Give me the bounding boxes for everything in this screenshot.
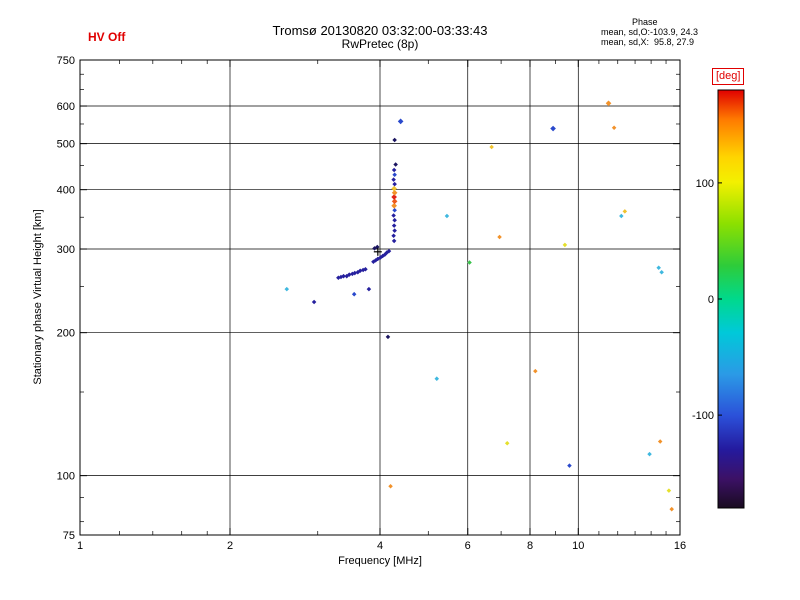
svg-text:600: 600 xyxy=(57,101,75,113)
data-point xyxy=(391,233,396,238)
data-point xyxy=(351,291,357,297)
data-point xyxy=(659,270,664,275)
data-point xyxy=(647,451,652,457)
data-point xyxy=(346,272,352,277)
data-point xyxy=(444,213,450,219)
plot-title: Tromsø 20130820 03:32:00-03:33:43 xyxy=(272,23,488,38)
data-point xyxy=(391,167,397,173)
data-point xyxy=(392,217,397,223)
data-point xyxy=(605,100,612,107)
colorbar-units-label: [deg] xyxy=(712,68,745,85)
svg-text:400: 400 xyxy=(57,185,75,197)
data-point xyxy=(391,185,397,192)
data-point xyxy=(611,125,617,131)
hv-status-label: HV Off xyxy=(88,30,126,44)
data-point xyxy=(669,506,674,512)
svg-text:100: 100 xyxy=(57,471,75,483)
data-point xyxy=(497,234,502,240)
data-point xyxy=(391,238,397,244)
data-point xyxy=(391,213,396,218)
data-point xyxy=(311,299,317,305)
data-point xyxy=(666,488,672,493)
data-point xyxy=(392,208,397,213)
phase-stats-x-mode: mean, sd,X: 95.8, 27.9 xyxy=(601,37,695,47)
data-point xyxy=(467,260,472,265)
data-point xyxy=(567,463,572,468)
data-point xyxy=(284,286,290,292)
data-point xyxy=(504,441,510,446)
data-point xyxy=(366,286,372,292)
data-point xyxy=(391,189,398,196)
svg-text:2: 2 xyxy=(227,540,233,552)
data-point xyxy=(341,273,346,279)
svg-text:300: 300 xyxy=(57,244,75,256)
data-point xyxy=(391,202,397,209)
grid-lines xyxy=(80,60,680,535)
phase-colorbar: 100 0 -100 xyxy=(692,89,745,509)
svg-text:200: 200 xyxy=(57,328,75,340)
data-point xyxy=(622,209,628,214)
data-point xyxy=(489,144,494,150)
x-axis-label: Frequency [MHz] xyxy=(338,555,422,567)
data-point xyxy=(562,242,568,248)
svg-text:500: 500 xyxy=(57,139,75,151)
data-point xyxy=(392,137,397,143)
axis-ticks: 1 2 4 6 8 10 16 75 100 200 300 400 500 600 750 xyxy=(57,55,686,552)
data-point xyxy=(391,198,398,205)
data-point xyxy=(363,266,368,272)
svg-text:16: 16 xyxy=(674,540,686,552)
data-point xyxy=(533,368,538,374)
data-point xyxy=(392,181,397,187)
svg-text:10: 10 xyxy=(572,540,584,552)
svg-text:-100: -100 xyxy=(692,410,714,422)
data-point xyxy=(391,223,397,228)
svg-text:0: 0 xyxy=(708,294,714,306)
svg-text:8: 8 xyxy=(527,540,533,552)
data-point xyxy=(434,376,440,381)
data-point xyxy=(392,172,397,178)
svg-text:4: 4 xyxy=(377,540,383,552)
data-point xyxy=(550,125,556,132)
data-point xyxy=(619,213,624,219)
data-point xyxy=(385,334,391,340)
scatter-points xyxy=(284,100,674,512)
svg-text:75: 75 xyxy=(63,530,75,542)
data-point xyxy=(393,162,398,167)
phase-stats-title: Phase xyxy=(632,17,658,27)
data-point xyxy=(391,194,397,200)
data-point xyxy=(657,439,663,444)
data-point xyxy=(392,228,397,233)
svg-text:1: 1 xyxy=(77,540,83,552)
svg-text:100: 100 xyxy=(696,178,714,190)
plot-subtitle: RwPretec (8p) xyxy=(341,37,419,51)
data-point xyxy=(656,265,661,270)
svg-text:750: 750 xyxy=(57,55,75,67)
data-point xyxy=(391,177,396,182)
svg-text:6: 6 xyxy=(465,540,471,552)
phase-stats-o-mode: mean, sd,O:-103.9, 24.3 xyxy=(601,27,699,37)
data-point xyxy=(388,483,393,489)
data-point xyxy=(397,118,404,125)
